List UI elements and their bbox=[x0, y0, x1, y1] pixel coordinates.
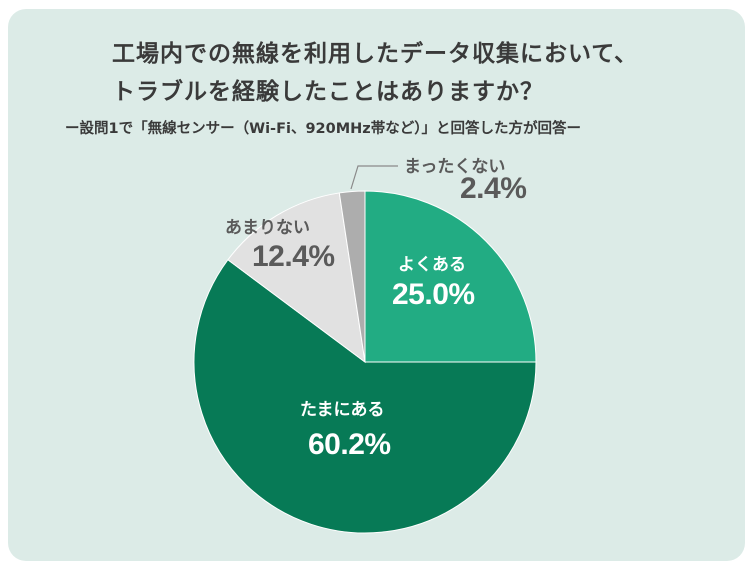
pie-slice-rarely bbox=[227, 192, 366, 364]
label-often-name: よくある bbox=[398, 255, 466, 275]
chart-title-line1: 工場内での無線を利用したデータ収集において、 bbox=[112, 41, 639, 67]
pie-slice-sometimes bbox=[193, 259, 537, 534]
chart-title-line2: トラブルを経験したことはありますか？ bbox=[112, 79, 544, 105]
chart-subtitle: ー設問1で「無線センサー（Wi-Fi、920MHz帯など）」と回答した方が回答ー bbox=[65, 121, 581, 137]
label-rarely-pct: 12.4% bbox=[252, 240, 335, 273]
label-never-pct: 2.4% bbox=[460, 172, 527, 205]
label-often-pct: 25.0% bbox=[392, 278, 475, 311]
label-sometimes-pct: 60.2% bbox=[308, 428, 391, 461]
label-sometimes-name: たまにある bbox=[300, 400, 385, 420]
label-rarely-name: あまりない bbox=[225, 218, 310, 238]
pie-slice-often bbox=[364, 190, 537, 363]
leader-line-never bbox=[350, 165, 398, 190]
label-never-name: まったくない bbox=[404, 157, 506, 177]
pie-slice-never bbox=[338, 190, 366, 363]
